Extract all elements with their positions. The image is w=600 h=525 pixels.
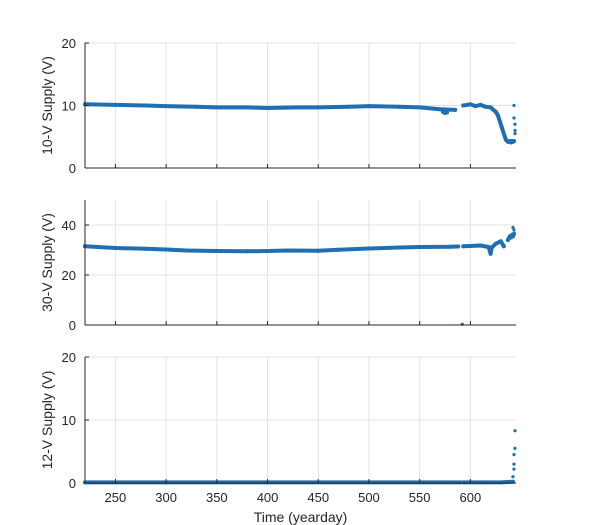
data-point <box>468 102 473 107</box>
data-series-segment <box>83 244 461 254</box>
y-tick-label: 20 <box>62 350 76 365</box>
data-point <box>512 453 516 457</box>
data-point <box>346 104 351 109</box>
data-point <box>397 245 402 250</box>
y-axis-label: 12-V Supply (V) <box>39 371 55 470</box>
x-tick-label: 550 <box>409 490 431 505</box>
data-point <box>164 247 169 252</box>
data-point <box>143 103 148 108</box>
data-point <box>498 239 503 244</box>
data-point <box>265 106 270 110</box>
data-point <box>456 244 461 249</box>
data-point <box>214 249 219 253</box>
data-point <box>461 480 466 485</box>
data-point <box>336 247 341 252</box>
y-tick-label: 10 <box>62 99 76 114</box>
data-point <box>483 104 488 109</box>
data-point <box>513 446 517 450</box>
y-tick-label: 0 <box>69 318 76 333</box>
data-point <box>512 462 516 466</box>
data-point <box>512 467 516 471</box>
data-point <box>417 245 422 249</box>
data-point <box>461 244 466 249</box>
data-point <box>511 231 516 236</box>
y-tick-label: 20 <box>62 36 76 51</box>
y-tick-label: 0 <box>69 476 76 491</box>
y-axis-label: 10-V Supply (V) <box>39 56 55 155</box>
data-series-segment <box>83 102 458 112</box>
data-point <box>513 429 517 433</box>
data-point <box>397 104 402 109</box>
data-point <box>143 246 148 251</box>
data-point <box>478 102 483 107</box>
data-point <box>295 105 300 110</box>
data-point <box>488 251 493 256</box>
x-tick-label: 500 <box>358 490 380 505</box>
data-point <box>501 244 506 249</box>
data-point <box>493 241 498 246</box>
plot-panel-2: 0 20 40 30-V Supply (V) <box>39 200 516 333</box>
data-point <box>468 244 473 248</box>
data-point <box>366 104 371 109</box>
data-point <box>513 132 517 136</box>
data-point <box>512 103 516 108</box>
data-point <box>498 480 503 485</box>
data-point <box>511 139 516 144</box>
y-axis-label: 30-V Supply (V) <box>39 213 55 312</box>
data-point <box>113 102 118 107</box>
data-point <box>512 116 516 120</box>
data-point <box>512 228 516 232</box>
data-point <box>316 248 321 253</box>
data-point <box>245 105 250 110</box>
data-point <box>488 105 493 110</box>
data-point <box>164 104 169 109</box>
x-tick-label: 400 <box>257 490 279 505</box>
y-tick-label: 0 <box>69 161 76 176</box>
x-tick-label: 300 <box>155 490 177 505</box>
data-point <box>511 475 515 479</box>
plot-panel-3: 250 300 350 400 450 500 550 600 0 10 20 12-V Supply… <box>39 350 517 525</box>
data-point <box>113 246 118 250</box>
data-point <box>214 105 219 110</box>
data-point <box>478 243 483 248</box>
data-point <box>493 109 498 114</box>
data-point <box>513 128 517 133</box>
data-point <box>316 105 321 110</box>
y-tick-label: 20 <box>62 268 76 283</box>
data-point <box>478 480 483 485</box>
data-series-segment <box>461 479 515 485</box>
plot-panel-1: 0 10 20 10-V Supply (V) <box>39 36 517 176</box>
data-point <box>194 104 199 109</box>
data-point <box>499 125 504 130</box>
data-point <box>473 104 478 109</box>
data-point <box>511 225 515 230</box>
data-point <box>445 110 450 115</box>
x-axis-label: Time (yearday) <box>254 509 348 525</box>
data-point <box>489 245 494 250</box>
data-point <box>245 249 250 254</box>
data-point <box>497 119 502 124</box>
data-point <box>461 103 466 108</box>
data-point <box>285 248 290 253</box>
y-tick-label: 10 <box>62 413 76 428</box>
x-tick-label: 450 <box>307 490 329 505</box>
data-point <box>437 107 442 112</box>
data-point <box>184 248 189 253</box>
x-tick-label: 600 <box>460 490 482 505</box>
data-point <box>448 244 453 249</box>
data-point <box>265 249 270 253</box>
data-point <box>417 105 422 110</box>
data-point <box>366 246 371 251</box>
data-point <box>513 122 517 126</box>
data-point <box>453 107 458 112</box>
data-point <box>501 131 506 136</box>
data-point <box>495 112 500 117</box>
x-tick-label: 250 <box>105 490 127 505</box>
x-tick-label: 350 <box>206 490 228 505</box>
y-tick-label: 40 <box>62 218 76 233</box>
data-point <box>486 245 491 249</box>
